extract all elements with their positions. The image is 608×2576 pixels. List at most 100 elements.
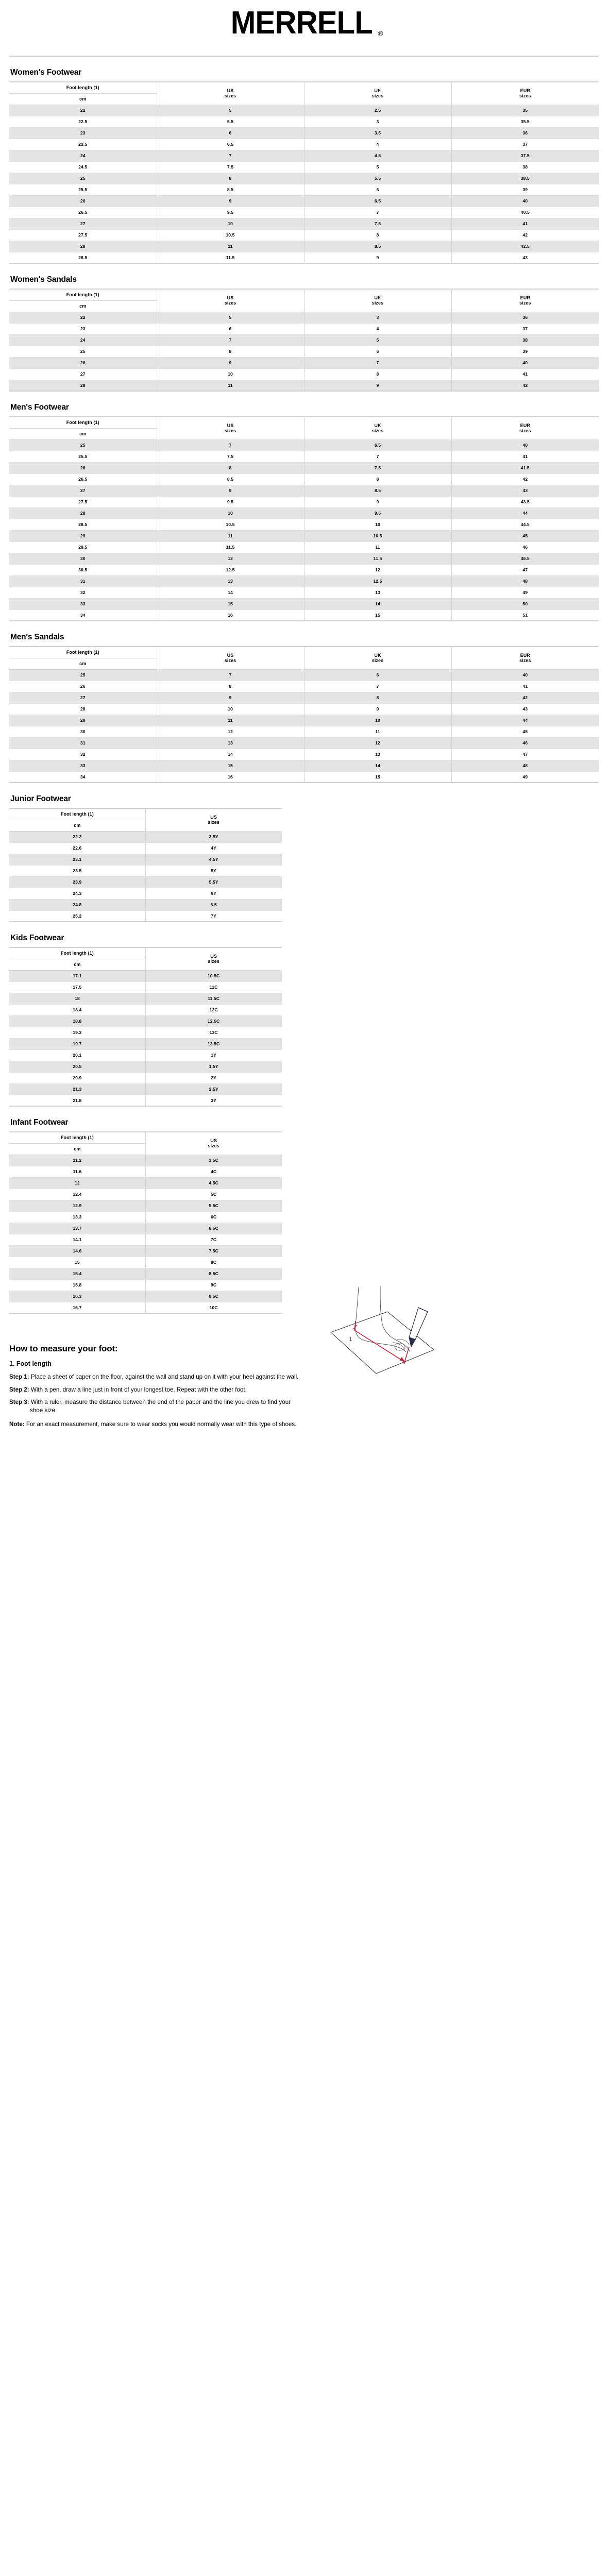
table-header-row-bottom: cm bbox=[9, 820, 282, 832]
cell-uk: 8 bbox=[303, 368, 451, 380]
section-infant-footwear: Infant Footwear Foot length (1) US sizes cm 1… bbox=[9, 1107, 599, 1314]
cell-eur: 42.5 bbox=[451, 241, 599, 252]
cell-cm: 13.3 bbox=[9, 1211, 146, 1223]
cell-us: 11.5C bbox=[145, 993, 282, 1005]
cell-cm: 27 bbox=[9, 485, 157, 497]
cell-cm: 12 bbox=[9, 1177, 146, 1189]
cell-cm: 22.6 bbox=[9, 842, 146, 854]
cell-eur: 51 bbox=[451, 609, 599, 621]
cell-eur: 40.5 bbox=[451, 207, 599, 218]
table-row: 28 10 9 43 bbox=[9, 703, 599, 715]
cell-cm: 34 bbox=[9, 609, 157, 621]
cell-cm: 22.5 bbox=[9, 116, 157, 128]
cell-cm: 20.9 bbox=[9, 1072, 146, 1084]
cell-us: 11 bbox=[156, 241, 304, 252]
cell-uk: 14 bbox=[303, 598, 451, 610]
cell-cm: 12.4 bbox=[9, 1189, 146, 1200]
cell-eur: 46 bbox=[451, 737, 599, 749]
cell-us: 9.5C bbox=[145, 1291, 282, 1302]
cell-cm: 18.8 bbox=[9, 1015, 146, 1027]
table-row: 25 8 5.5 38.5 bbox=[9, 173, 599, 184]
table-row: 18.4 12C bbox=[9, 1004, 282, 1016]
table-row: 11.2 3.5C bbox=[9, 1155, 282, 1166]
table-row: 21.3 2.5Y bbox=[9, 1083, 282, 1095]
cell-us: 1.5Y bbox=[145, 1061, 282, 1073]
table-row: 15.4 8.5C bbox=[9, 1268, 282, 1280]
table-row: 20.9 2Y bbox=[9, 1072, 282, 1084]
cell-eur: 40 bbox=[451, 195, 599, 207]
column-header-eur: EUR sizes bbox=[451, 289, 599, 312]
table-row: 12.4 5C bbox=[9, 1189, 282, 1200]
cell-us: 7Y bbox=[145, 910, 282, 922]
cell-uk: 13 bbox=[303, 587, 451, 599]
section-womens-footwear: Women's Footwear Foot length (1) US sizes UK… bbox=[9, 57, 599, 264]
column-header-uk-sizes-label: sizes bbox=[371, 93, 384, 98]
cell-eur: 39 bbox=[451, 346, 599, 358]
cell-cm: 27 bbox=[9, 692, 157, 704]
table-row: 29.5 11.5 11 46 bbox=[9, 541, 599, 553]
cell-us: 9 bbox=[156, 195, 304, 207]
column-header-us: US sizes bbox=[145, 947, 282, 970]
column-header-uk: UK sizes bbox=[303, 416, 451, 439]
cell-eur: 41 bbox=[451, 451, 599, 463]
cell-uk: 6 bbox=[303, 669, 451, 681]
cell-cm: 25 bbox=[9, 346, 157, 358]
measure-step-label: Step 2: bbox=[9, 1386, 29, 1393]
cell-cm: 33 bbox=[9, 760, 157, 772]
measure-step: Step 3: With a ruler, measure the distan… bbox=[9, 1398, 599, 1414]
cell-us: 2.5Y bbox=[145, 1083, 282, 1095]
cell-cm: 27 bbox=[9, 368, 157, 380]
cell-cm: 23.9 bbox=[9, 876, 146, 888]
cell-us: 9C bbox=[145, 1279, 282, 1291]
cell-uk: 9 bbox=[303, 703, 451, 715]
cell-uk: 13 bbox=[303, 749, 451, 760]
cell-us: 11C bbox=[145, 981, 282, 993]
size-table: Foot length (1) US sizes UK sizes EUR sizes cm 2… bbox=[9, 289, 599, 392]
table-row: 34 16 15 51 bbox=[9, 609, 599, 621]
measure-note: Note: For an exact measurement, make sur… bbox=[9, 1420, 599, 1429]
table-header-row-top: Foot length (1) US sizes UK sizes EUR sizes bbox=[9, 646, 599, 669]
cell-cm: 14.1 bbox=[9, 1234, 146, 1246]
column-header-eur-sizes-label: sizes bbox=[519, 657, 531, 663]
table-row: 27 10 8 41 bbox=[9, 368, 599, 380]
cell-us: 11.5 bbox=[156, 541, 304, 553]
cell-us: 12.5 bbox=[156, 564, 304, 576]
table-row: 23 6 3.5 36 bbox=[9, 127, 599, 139]
size-table: Foot length (1) US sizes UK sizes EUR sizes cm 2… bbox=[9, 646, 599, 783]
column-header-uk-sizes-label: sizes bbox=[371, 657, 384, 663]
section-title: Men's Footwear bbox=[10, 403, 69, 412]
cell-cm: 19.2 bbox=[9, 1027, 146, 1039]
cell-us: 7.5 bbox=[156, 451, 304, 463]
table-row: 25 7 6.5 40 bbox=[9, 439, 599, 451]
table-row: 24 7 5 38 bbox=[9, 334, 599, 346]
cell-cm: 23.1 bbox=[9, 854, 146, 866]
cell-eur: 49 bbox=[451, 771, 599, 783]
cell-eur: 40 bbox=[451, 669, 599, 681]
cell-us: 13 bbox=[156, 737, 304, 749]
table-row: 28 11 9 42 bbox=[9, 380, 599, 392]
column-header-us-region: US bbox=[227, 88, 234, 94]
cell-eur: 37 bbox=[451, 323, 599, 335]
cell-cm: 28 bbox=[9, 241, 157, 252]
cell-eur: 35 bbox=[451, 105, 599, 116]
cell-us: 9 bbox=[156, 357, 304, 369]
table-row: 25 7 6 40 bbox=[9, 669, 599, 681]
table-row: 18.8 12.5C bbox=[9, 1015, 282, 1027]
table-row: 19.2 13C bbox=[9, 1027, 282, 1039]
cell-uk: 6 bbox=[303, 346, 451, 358]
table-row: 27 10 7.5 41 bbox=[9, 218, 599, 230]
cell-uk: 7.5 bbox=[303, 462, 451, 474]
cell-cm: 20.1 bbox=[9, 1049, 146, 1061]
cell-us: 7 bbox=[156, 334, 304, 346]
cell-us: 8 bbox=[156, 346, 304, 358]
cell-eur: 43 bbox=[451, 252, 599, 264]
table-header-row-top: Foot length (1) US sizes UK sizes EUR sizes bbox=[9, 416, 599, 439]
table-row: 26 9 6.5 40 bbox=[9, 195, 599, 207]
cell-uk: 3 bbox=[303, 116, 451, 128]
column-header-cm: cm bbox=[9, 93, 157, 105]
table-row: 17.1 10.5C bbox=[9, 970, 282, 982]
cell-cm: 26.5 bbox=[9, 207, 157, 218]
cell-eur: 39 bbox=[451, 184, 599, 196]
table-header-row-bottom: cm bbox=[9, 300, 599, 312]
cell-us: 9.5 bbox=[156, 496, 304, 508]
